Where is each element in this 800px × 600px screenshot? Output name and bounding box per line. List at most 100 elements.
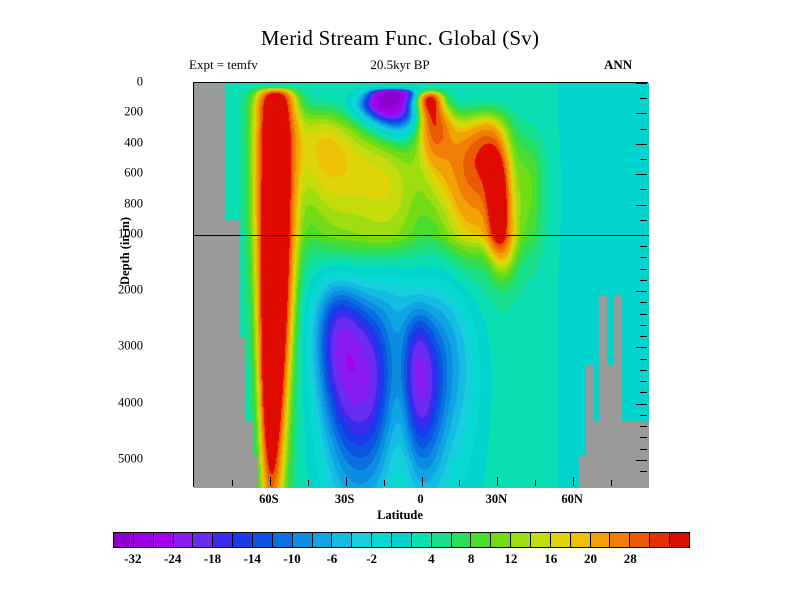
y-tick-minor: [640, 336, 647, 338]
colorbar-cell: [431, 533, 452, 547]
page-title: Merid Stream Func. Global (Sv): [260, 26, 540, 50]
colorbar-tick-label: -18: [203, 551, 222, 566]
y-tick-minor: [640, 358, 647, 360]
y-tick-label: 4000: [118, 395, 143, 410]
y-tick-minor: [640, 246, 647, 248]
colorbar-cell: [392, 533, 412, 547]
x-tick: [421, 477, 423, 486]
colorbar-cell: [312, 533, 333, 547]
colorbar-tick-label: 8: [467, 551, 475, 566]
x-tick: [269, 477, 271, 486]
colorbar-cell: [550, 533, 571, 547]
y-tick: [636, 83, 647, 84]
colorbar-cell: [233, 533, 254, 547]
x-tick: [497, 477, 499, 486]
x-tick-minor: [383, 480, 385, 486]
colorbar-cell: [332, 533, 353, 547]
colorbar-cell: [590, 533, 611, 547]
colorbar-tick-label: 16: [544, 551, 558, 566]
x-tick-minor: [459, 480, 461, 486]
x-tick-label: 0: [417, 492, 424, 506]
subtitle-label: 20.5kyr BP: [370, 57, 430, 72]
y-tick-minor: [640, 302, 647, 304]
y-tick: [636, 291, 647, 293]
y-tick-minor: [640, 279, 647, 281]
colorbar-cell: [213, 533, 234, 547]
colorbar-tick-label: -24: [164, 551, 182, 566]
colorbar-tick-label: -32: [124, 551, 142, 566]
colorbar-tick-label: -10: [283, 551, 301, 566]
colorbar-tick-label: -2: [366, 551, 378, 566]
y-tick-label: 200: [124, 104, 143, 119]
y-tick-label: 5000: [118, 451, 143, 466]
y-tick-label: 1000: [118, 226, 143, 241]
y-tick-minor: [640, 426, 647, 428]
colorbar-cell: [253, 533, 273, 547]
colorbar-cell: [451, 533, 472, 547]
y-tick: [636, 235, 647, 236]
y-tick-label: 2000: [118, 282, 143, 297]
colorbar-cell: [411, 533, 432, 547]
y-tick-label: 0: [136, 74, 143, 89]
y-tick-minor: [640, 471, 647, 473]
y-tick: [636, 113, 647, 115]
colorbar-tick-label: 20: [584, 551, 598, 566]
colorbar-tick-label: -6: [326, 551, 338, 566]
colorbar-cell: [630, 533, 651, 547]
stream-function-field: [194, 83, 649, 488]
x-axis-title: Latitude: [377, 508, 423, 522]
y-tick: [636, 403, 647, 405]
x-tick-minor: [231, 480, 233, 486]
y-tick: [636, 459, 647, 461]
y-tick-minor: [640, 313, 647, 315]
colorbar-cell: [610, 533, 631, 547]
y-tick-minor: [640, 369, 647, 371]
y-tick-minor: [640, 392, 647, 394]
colorbar-cell: [114, 533, 134, 547]
colorbar-cell: [173, 533, 194, 547]
y-tick-label: 400: [124, 135, 143, 150]
colorbar: [113, 532, 690, 548]
colorbar-cell: [471, 533, 492, 547]
colorbar-tick-label: 4: [428, 551, 435, 566]
colorbar-cell: [272, 533, 293, 547]
colorbar-tick-label: 12: [504, 551, 518, 566]
x-tick-minor: [611, 480, 613, 486]
colorbar-cell: [372, 533, 393, 547]
y-tick: [636, 347, 647, 349]
y-tick-label: 600: [124, 165, 143, 180]
colorbar-cell: [292, 533, 313, 547]
experiment-label: Expt = temfv: [189, 57, 258, 72]
x-tick-label: 30N: [485, 492, 508, 506]
colorbar-cell: [153, 533, 174, 547]
colorbar-cell: [511, 533, 532, 547]
colorbar-tick-label: -14: [243, 551, 261, 566]
y-tick-minor: [640, 414, 647, 416]
colorbar-cell: [570, 533, 591, 547]
y-tick-minor: [640, 437, 647, 439]
x-tick-label: 60S: [259, 492, 279, 506]
colorbar-cell: [531, 533, 551, 547]
contour-plot: [193, 82, 649, 488]
y-tick-minor: [640, 324, 647, 326]
x-tick-label: 30S: [334, 492, 355, 506]
colorbar-cell: [650, 533, 671, 547]
colorbar-cell: [491, 533, 512, 547]
y-tick-minor: [640, 381, 647, 383]
y-tick-minor: [640, 257, 647, 259]
y-tick-minor: [640, 268, 647, 270]
season-label: ANN: [604, 57, 633, 72]
colorbar-cell: [133, 533, 154, 547]
x-tick: [573, 477, 575, 486]
y-tick-minor: [640, 128, 647, 130]
y-tick-minor: [640, 159, 647, 160]
y-tick-label: 3000: [118, 338, 143, 353]
y-tick: [636, 143, 647, 145]
y-tick: [636, 174, 647, 176]
colorbar-cell: [352, 533, 373, 547]
x-tick-label: 60N: [561, 492, 583, 506]
x-tick-minor: [535, 480, 537, 486]
y-tick: [636, 204, 647, 206]
colorbar-tick-label: 28: [623, 551, 637, 566]
colorbar-cell: [670, 533, 689, 547]
